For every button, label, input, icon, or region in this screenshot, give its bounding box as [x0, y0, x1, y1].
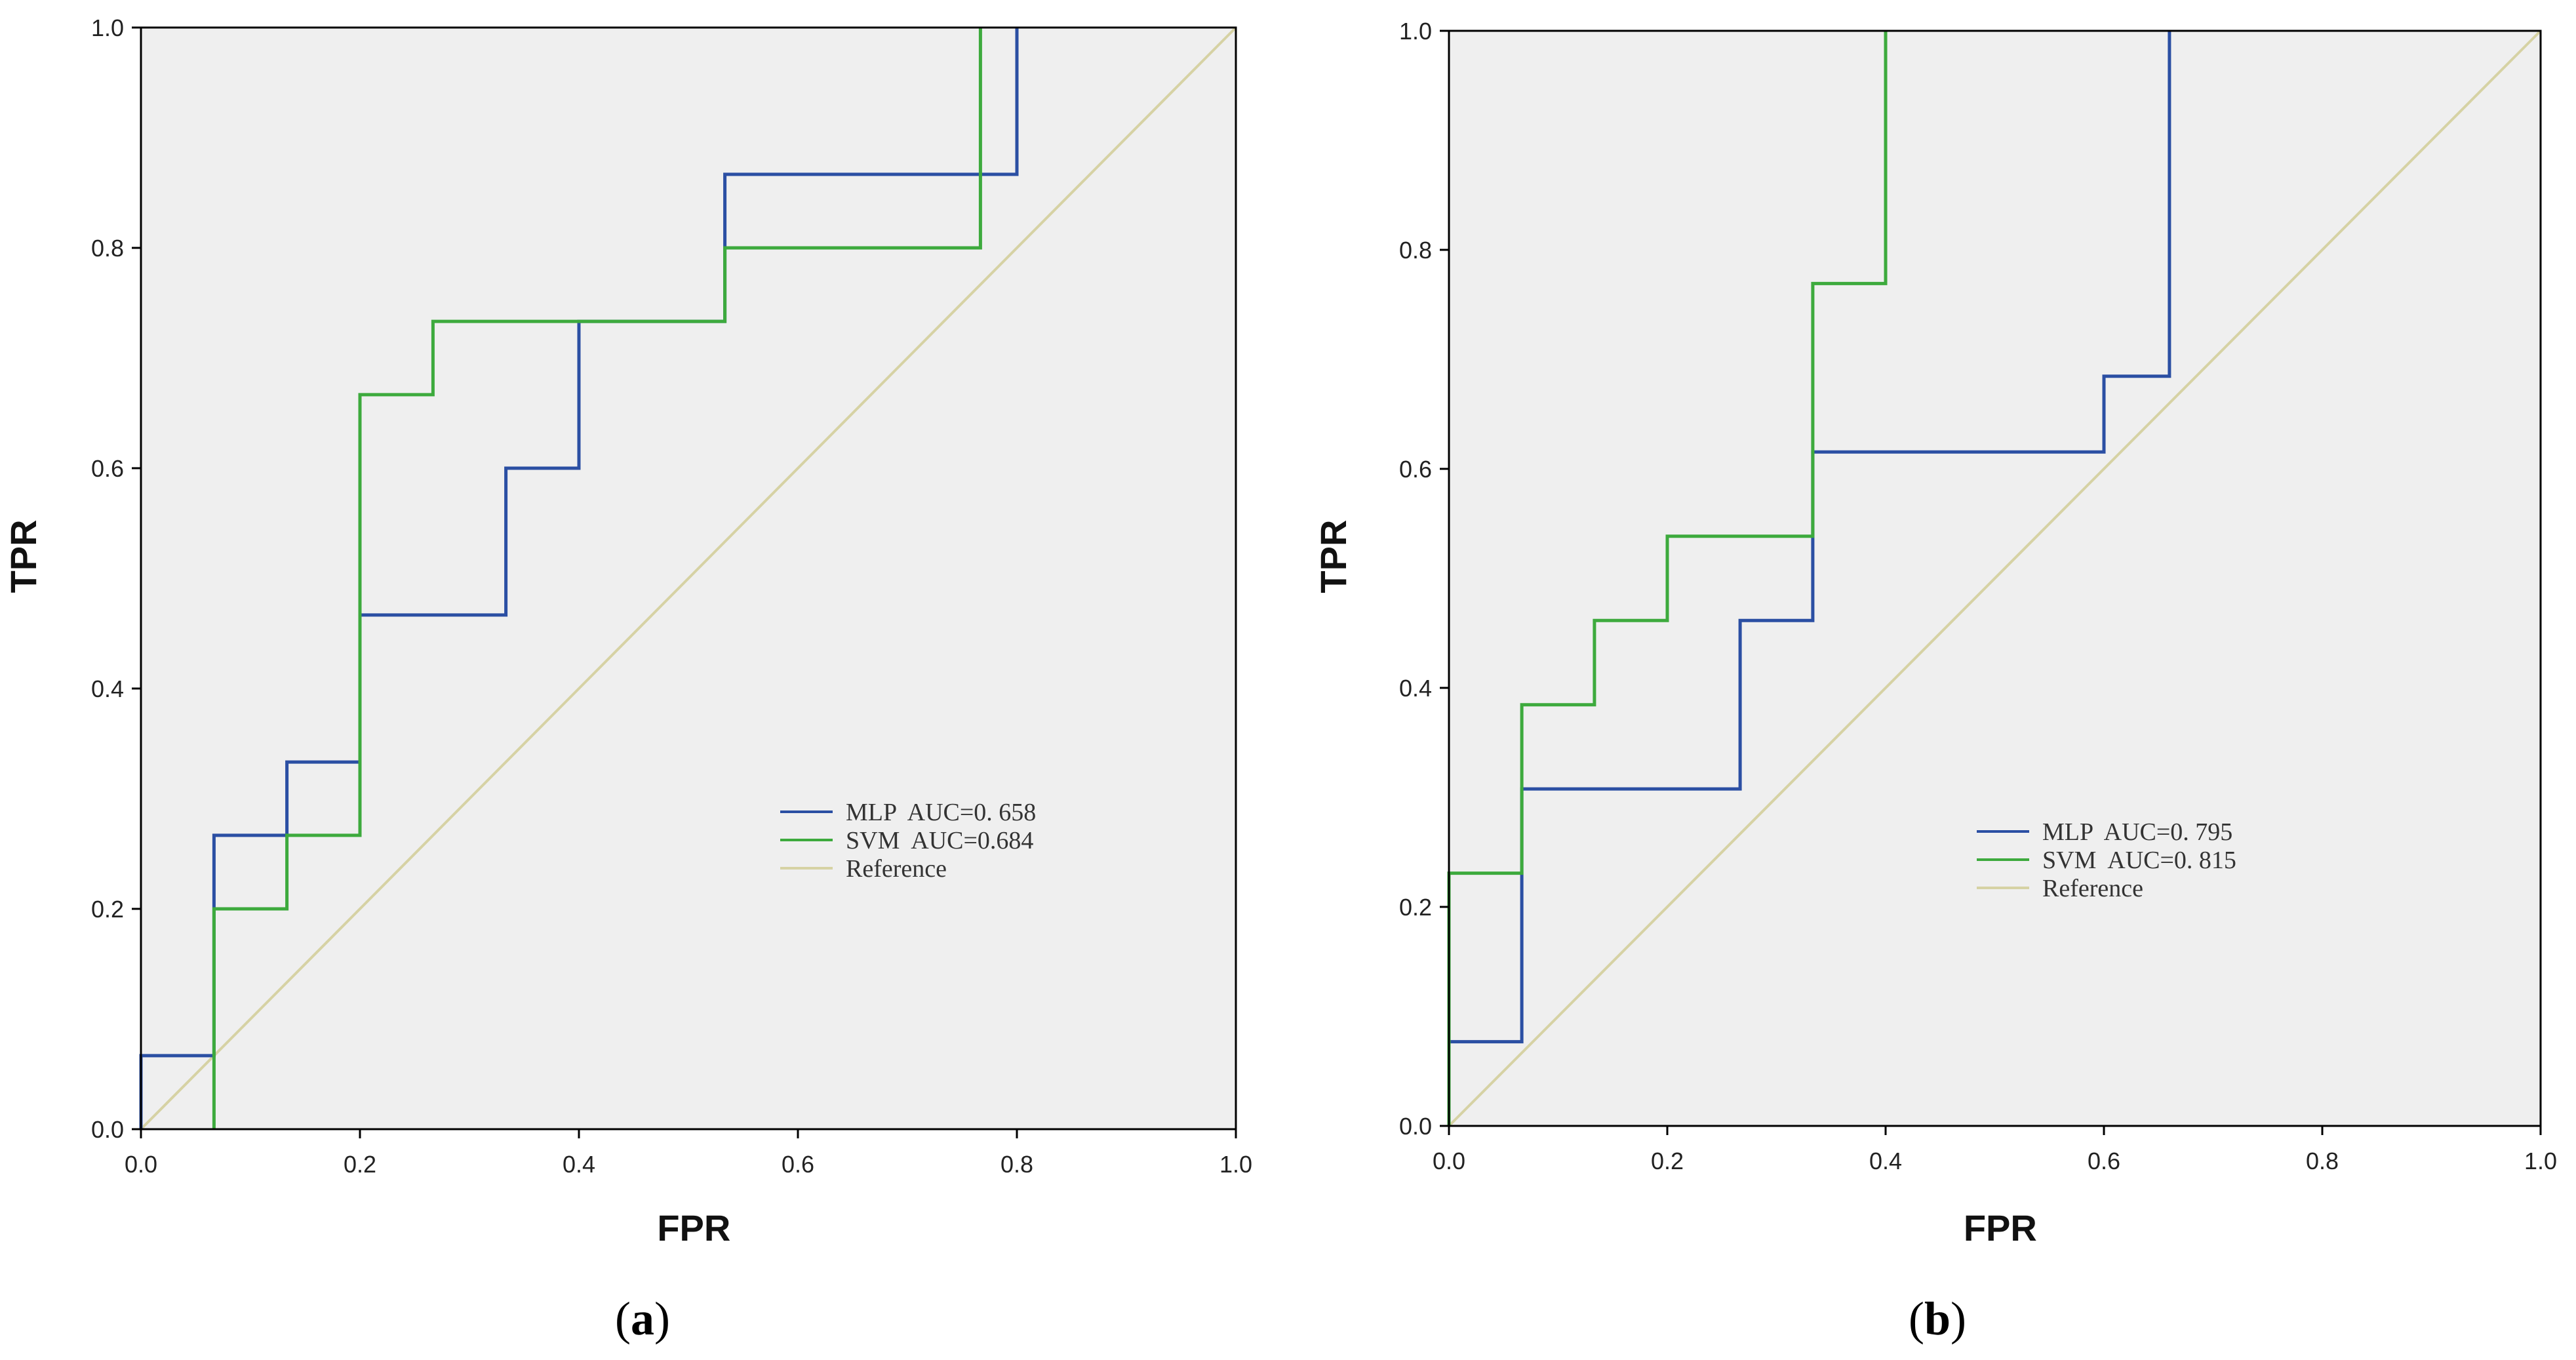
reference-roc-line	[140, 26, 1237, 1130]
y-tick-label: 0.2	[91, 896, 124, 923]
y-tick-label: 1.0	[91, 14, 124, 41]
y-tick-label: 0.6	[91, 455, 124, 482]
panel-caption: (a)	[615, 1292, 670, 1345]
plot-frame	[1448, 30, 2542, 1127]
x-tick-label: 0.0	[125, 1151, 157, 1178]
reference-roc-line	[1448, 30, 2542, 1127]
x-tick-label: 0.4	[563, 1151, 595, 1178]
y-tick-label: 0.0	[91, 1116, 124, 1143]
legend-label-svm: SVM AUC=0. 815	[2042, 847, 2236, 874]
x-axis-title: FPR	[657, 1207, 730, 1249]
caption-close-paren: )	[654, 1292, 670, 1345]
legend-label-reference: Reference	[846, 855, 947, 883]
x-tick-label: 0.8	[1001, 1151, 1033, 1178]
y-tick-label: 0.8	[1399, 237, 1432, 264]
y-tick-label: 0.0	[1399, 1113, 1432, 1140]
legend-label-mlp: MLP AUC=0. 658	[846, 799, 1036, 826]
caption-open-paren: (	[615, 1292, 631, 1345]
x-tick-label: 1.0	[2524, 1148, 2557, 1174]
x-tick-label: 0.4	[1869, 1148, 1902, 1174]
roc-panel-a: 0.00.0 0.2 0.2 0.4 0.4 0.6 0.6 0.8 0.8 1.0 1.0 FPR T…	[3, 14, 1252, 1345]
roc-panel-b: 0.00.0 0.2 0.2 0.4 0.4 0.6 0.6 0.8 0.8 1.0 1.0 FPR T…	[1313, 18, 2557, 1345]
svm-roc-line	[212, 28, 982, 1129]
caption-letter: a	[631, 1292, 654, 1345]
mlp-roc-line	[1447, 31, 2171, 1126]
x-tick-label: 0.0	[1433, 1148, 1465, 1174]
y-axis-title: TPR	[1313, 520, 1354, 593]
y-tick-label: 0.8	[91, 235, 124, 262]
y-tick-label: 1.0	[1399, 18, 1432, 45]
legend-label-svm: SVM AUC=0.684	[846, 827, 1033, 854]
caption-close-paren: )	[1951, 1292, 1966, 1345]
y-axis-title: TPR	[3, 519, 44, 593]
x-tick-label: 1.0	[1219, 1151, 1252, 1178]
x-tick-label: 0.6	[782, 1151, 814, 1178]
panel-caption: (b)	[1909, 1292, 1966, 1345]
x-tick-label: 0.2	[1651, 1148, 1684, 1174]
y-tick-label: 0.2	[1399, 894, 1432, 921]
legend-label-reference: Reference	[2042, 875, 2143, 902]
caption-letter: b	[1924, 1292, 1951, 1345]
y-tick-label: 0.4	[1399, 675, 1432, 702]
y-tick-label: 0.4	[91, 675, 124, 702]
x-axis-title: FPR	[1964, 1207, 2037, 1249]
x-tick-label: 0.2	[344, 1151, 376, 1178]
plot-frame	[140, 26, 1237, 1130]
x-tick-label: 0.8	[2306, 1148, 2339, 1174]
caption-open-paren: (	[1909, 1292, 1924, 1345]
y-tick-label: 0.6	[1399, 456, 1432, 483]
svm-roc-line	[1447, 31, 1888, 1126]
legend-label-mlp: MLP AUC=0. 795	[2042, 818, 2232, 846]
x-tick-label: 0.6	[2088, 1148, 2120, 1174]
